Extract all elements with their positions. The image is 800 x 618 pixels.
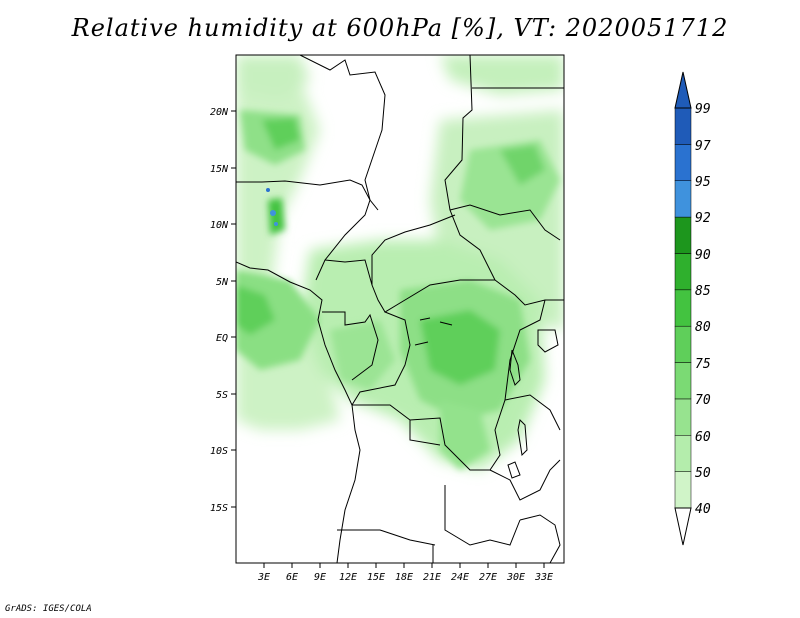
lon-label: 27E	[479, 572, 497, 583]
humidity-field	[236, 55, 564, 563]
blue-cell	[266, 188, 270, 192]
lon-tick-labels: 3E 6E 9E 12E 15E 18E 21E 24E 27E 30E 33E	[257, 572, 553, 583]
lon-label: 6E	[286, 572, 298, 583]
lon-label: 18E	[395, 572, 413, 583]
colorbar-label: 40	[695, 502, 711, 517]
lon-label: 24E	[451, 572, 469, 583]
colorbar-label: 99	[695, 102, 711, 117]
colorbar-segment	[674, 362, 692, 400]
colorbar-segment	[674, 180, 692, 218]
colorbar-label: 80	[695, 320, 711, 335]
colorbar-label: 60	[695, 430, 711, 445]
colorbar-label: 70	[695, 393, 711, 408]
colorbar-segment	[674, 216, 692, 254]
lon-label: 33E	[534, 572, 553, 583]
colorbar-label: 90	[695, 248, 711, 263]
lon-label: 21E	[423, 572, 441, 583]
colorbar-labels: 40 50 60 70 75 80 85 90 92 95 97 99	[695, 102, 711, 517]
colorbar-segment	[674, 107, 692, 145]
lat-label: 10N	[210, 220, 229, 231]
lat-label: 10S	[210, 446, 228, 457]
lat-label: 5S	[216, 390, 228, 401]
colorbar-segment	[674, 289, 692, 327]
colorbar-segment	[674, 325, 692, 363]
colorbar-label: 95	[695, 175, 711, 190]
colorbar-label: 50	[695, 466, 711, 481]
lon-axis	[263, 563, 545, 568]
colorbar-label: 97	[695, 139, 711, 154]
colorbar-label: 75	[695, 357, 711, 372]
colorbar-label: 92	[695, 211, 711, 226]
lon-label: 3E	[257, 572, 270, 583]
colorbar-segments	[674, 107, 692, 509]
lat-label: 15S	[210, 503, 228, 514]
map-frame	[235, 54, 565, 564]
colorbar-high-arrow	[674, 71, 692, 109]
colorbar-segment	[674, 144, 692, 181]
lat-label: 15N	[210, 164, 229, 175]
credit-text: GrADS: IGES/COLA	[5, 604, 92, 614]
blue-cell	[270, 210, 276, 216]
colorbar-segment	[674, 471, 692, 509]
colorbar-segment	[674, 253, 692, 291]
lon-label: 9E	[314, 572, 326, 583]
colorbar-low-arrow	[674, 507, 692, 546]
lat-axis	[231, 110, 236, 508]
lon-label: 15E	[367, 572, 385, 583]
lat-tick-labels: 20N 15N 10N 5N EQ 5S 10S 15S	[210, 107, 229, 514]
lon-label: 30E	[506, 572, 525, 583]
map-title: Relative humidity at 600hPa [%], VT: 202…	[71, 14, 729, 42]
colorbar: 40 50 60 70 75 80 85 90 92 95 97 99	[674, 71, 711, 546]
lat-label: EQ	[216, 333, 228, 344]
lat-label: 20N	[210, 107, 229, 118]
blue-cell	[274, 222, 278, 226]
country-borders	[236, 55, 564, 563]
lon-label: 12E	[339, 572, 357, 583]
colorbar-segment	[674, 435, 692, 472]
lat-label: 5N	[216, 277, 229, 288]
colorbar-segment	[674, 398, 692, 436]
colorbar-label: 85	[695, 284, 711, 299]
